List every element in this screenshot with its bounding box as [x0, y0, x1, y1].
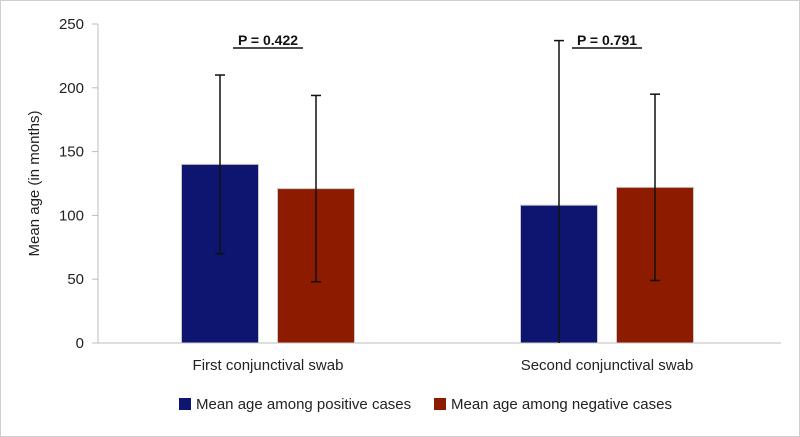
p-value-annotation: P = 0.791 — [577, 32, 637, 48]
legend-label: Mean age among negative cases — [451, 396, 672, 413]
y-tick-label: 200 — [59, 80, 84, 97]
y-tick-label: 50 — [67, 271, 84, 288]
y-tick-label: 250 — [59, 16, 84, 33]
x-category-label: First conjunctival swab — [193, 357, 344, 374]
legend-swatch-positive — [179, 398, 191, 410]
y-tick-label: 0 — [76, 335, 84, 352]
y-tick-label: 100 — [59, 207, 84, 224]
legend-swatch-negative — [434, 398, 446, 410]
legend-label: Mean age among positive cases — [196, 396, 411, 413]
p-value-annotation: P = 0.422 — [238, 32, 298, 48]
y-axis-label: Mean age (in months) — [26, 111, 43, 257]
x-category-label: Second conjunctival swab — [521, 357, 694, 374]
y-tick-label: 150 — [59, 144, 84, 161]
